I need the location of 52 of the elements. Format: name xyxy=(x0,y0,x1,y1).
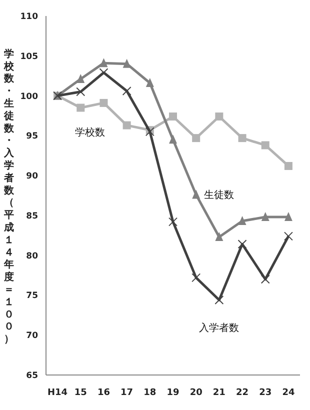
point xyxy=(100,58,108,68)
point xyxy=(100,98,108,107)
point xyxy=(238,216,246,226)
x-tick-label: 22 xyxy=(236,388,249,398)
x-tick-label: 18 xyxy=(144,388,156,398)
y-tick-label: 95 xyxy=(26,132,38,142)
y-tick-label: 100 xyxy=(20,92,38,102)
x-tick-label: H14 xyxy=(48,388,68,398)
point xyxy=(122,58,131,68)
point xyxy=(169,134,177,144)
point xyxy=(168,217,178,226)
x-tick-label: 16 xyxy=(97,388,110,398)
point xyxy=(122,86,132,96)
y-tick-label: 90 xyxy=(26,172,38,182)
point xyxy=(122,121,131,130)
point xyxy=(284,212,292,222)
series-label: 生徒数 xyxy=(204,188,234,201)
text: 学校数・生徒数・入学者数（平成１４年度＝１００） xyxy=(4,48,14,346)
point xyxy=(192,134,200,142)
y-tick-label: 110 xyxy=(20,12,38,22)
y-tick-label: 105 xyxy=(20,52,38,62)
x-tick-label: 23 xyxy=(259,388,272,398)
point xyxy=(76,74,85,84)
point xyxy=(76,104,85,112)
y-tick-label: 80 xyxy=(26,251,38,262)
point xyxy=(192,273,201,282)
x-tick-label: 21 xyxy=(212,388,226,398)
point xyxy=(76,87,86,96)
y-tick-label: 70 xyxy=(26,331,38,342)
x-tick-label: 19 xyxy=(166,388,180,398)
point xyxy=(192,190,200,199)
point xyxy=(238,240,247,249)
y-tick-label: 65 xyxy=(26,371,38,381)
point xyxy=(261,141,270,150)
point xyxy=(284,162,292,170)
point xyxy=(284,232,293,241)
point xyxy=(260,274,270,284)
point xyxy=(146,78,154,88)
x-tick-label: 15 xyxy=(74,388,87,398)
x-tick-label: 20 xyxy=(190,388,202,398)
x-tick-label: 24 xyxy=(282,388,295,398)
point xyxy=(215,232,224,241)
point xyxy=(169,112,177,121)
point xyxy=(238,134,246,142)
series-label: 学校数 xyxy=(74,126,105,139)
y-tick-label: 85 xyxy=(26,211,38,222)
point xyxy=(261,212,270,222)
x-tick-label: 17 xyxy=(120,388,134,398)
text: 入学者数 xyxy=(199,322,240,334)
y-tick-label: 75 xyxy=(26,291,38,302)
point xyxy=(214,296,224,305)
point xyxy=(215,112,224,121)
